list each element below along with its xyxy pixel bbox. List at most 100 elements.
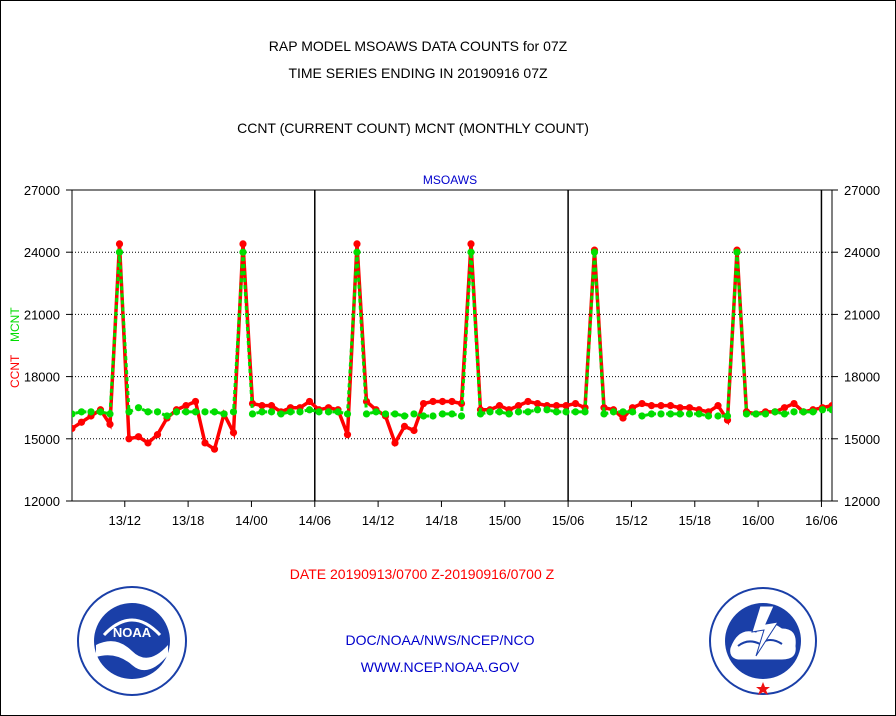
point-mcnt — [191, 408, 200, 416]
point-mcnt — [239, 248, 247, 256]
point-ccnt — [59, 400, 66, 407]
point-mcnt — [362, 410, 371, 418]
point-mcnt — [201, 408, 209, 416]
x-tick-label: 15/12 — [615, 513, 648, 528]
point-ccnt — [229, 428, 238, 437]
org-path: DOC/NOAA/NWS/NCEP/NCO — [345, 632, 535, 648]
point-mcnt — [505, 410, 513, 418]
point-mcnt — [410, 410, 418, 418]
point-mcnt — [628, 408, 637, 416]
point-ccnt — [676, 404, 684, 412]
point-ccnt — [115, 240, 124, 248]
point-mcnt — [638, 412, 646, 420]
point-mcnt — [818, 406, 827, 414]
point-mcnt — [828, 406, 832, 414]
point-mcnt — [210, 408, 219, 416]
point-mcnt — [267, 408, 276, 416]
point-mcnt — [761, 410, 770, 418]
point-mcnt — [277, 410, 285, 418]
y-tick-label-right: 15000 — [844, 432, 880, 447]
x-tick-label: 14/12 — [362, 513, 395, 528]
point-mcnt — [372, 408, 380, 416]
point-ccnt — [258, 402, 266, 410]
y-tick-label-right: 12000 — [844, 494, 880, 509]
chart-title-line2: TIME SERIES ENDING IN 20190916 07Z — [288, 65, 548, 81]
point-mcnt — [258, 408, 266, 416]
y-axis-label-ccnt: CCNT — [8, 354, 22, 388]
panel-title: MSOAWS — [422, 173, 478, 187]
x-tick-label: 16/00 — [742, 513, 775, 528]
point-mcnt — [685, 410, 694, 418]
point-mcnt — [733, 248, 741, 256]
point-mcnt — [609, 408, 618, 416]
point-mcnt — [419, 412, 428, 420]
point-mcnt — [448, 410, 456, 418]
point-mcnt — [248, 410, 257, 418]
point-mcnt — [581, 408, 589, 416]
x-tick-label: 15/18 — [679, 513, 712, 528]
point-mcnt — [182, 408, 190, 416]
point-mcnt — [457, 412, 466, 420]
chart-title-line1: RAP MODEL MSOAWS DATA COUNTS for 07Z — [268, 38, 568, 54]
point-ccnt — [182, 402, 190, 410]
point-mcnt — [96, 408, 105, 416]
point-mcnt — [353, 248, 361, 256]
point-mcnt — [438, 410, 447, 418]
x-tick-label: 13/18 — [172, 513, 205, 528]
point-ccnt — [533, 399, 542, 408]
point-ccnt — [780, 404, 789, 412]
point-ccnt — [419, 399, 428, 408]
point-mcnt — [809, 408, 817, 416]
point-mcnt — [486, 408, 494, 416]
y-tick-label-left: 21000 — [24, 307, 60, 322]
point-ccnt — [657, 402, 665, 410]
point-mcnt — [229, 408, 238, 416]
plot-area — [71, 189, 833, 502]
date-range: DATE 20190913/0700 Z-20190916/0700 Z — [289, 566, 555, 582]
point-ccnt — [638, 399, 646, 408]
point-ccnt — [153, 431, 162, 439]
point-ccnt — [647, 402, 656, 410]
point-mcnt — [590, 248, 599, 256]
nws-logo — [709, 587, 817, 695]
point-mcnt — [571, 408, 580, 416]
point-mcnt — [514, 408, 523, 416]
point-mcnt — [163, 412, 171, 420]
point-ccnt — [524, 397, 532, 406]
point-ccnt — [448, 397, 456, 406]
point-ccnt — [210, 445, 219, 453]
website-url: WWW.NCEP.NOAA.GOV — [360, 659, 520, 675]
point-mcnt — [296, 408, 304, 416]
y-tick-label-right: 21000 — [844, 307, 880, 322]
point-mcnt — [391, 410, 399, 418]
x-tick-label: 14/00 — [235, 513, 268, 528]
point-mcnt — [134, 404, 143, 412]
point-ccnt — [400, 422, 409, 430]
noaa-logo-text: NOAA — [113, 625, 152, 640]
y-tick-label-right: 24000 — [844, 245, 880, 260]
point-mcnt — [334, 408, 342, 416]
point-mcnt — [562, 408, 570, 416]
point-mcnt — [87, 408, 95, 416]
point-mcnt — [742, 410, 751, 418]
point-mcnt — [552, 408, 561, 416]
y-tick-label-left: 15000 — [24, 432, 60, 447]
point-mcnt — [286, 408, 295, 416]
point-ccnt — [125, 435, 133, 443]
point-mcnt — [543, 406, 551, 414]
point-mcnt — [647, 410, 656, 418]
point-ccnt — [571, 399, 580, 408]
point-mcnt — [429, 412, 437, 420]
point-mcnt — [343, 410, 352, 418]
series-mcnt — [72, 248, 832, 420]
chart-subtitle: CCNT (CURRENT COUNT) MCNT (MONTHLY COUNT… — [237, 120, 589, 136]
point-mcnt — [723, 412, 732, 420]
point-ccnt — [467, 240, 475, 248]
point-mcnt — [153, 408, 162, 416]
point-ccnt — [429, 397, 437, 406]
point-mcnt — [305, 406, 314, 414]
point-ccnt — [552, 402, 561, 410]
x-tick-label: 16/06 — [805, 513, 838, 528]
point-mcnt — [467, 248, 475, 256]
y-axis-label-mcnt: MCNT — [8, 307, 22, 342]
